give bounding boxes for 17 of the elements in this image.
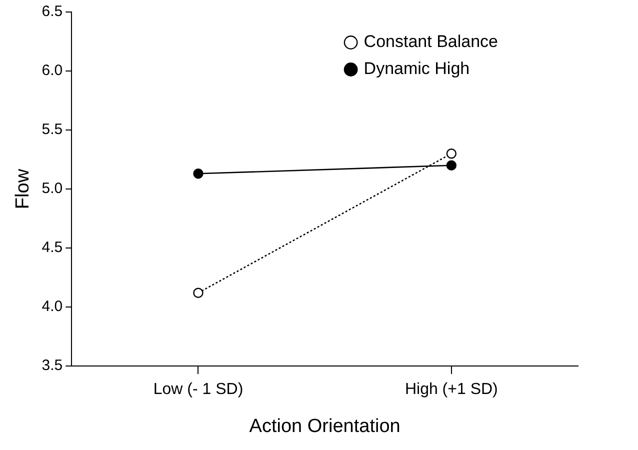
y-tick-label: 6.5 — [42, 3, 63, 20]
y-tick-label: 3.5 — [42, 357, 63, 374]
point — [193, 288, 204, 298]
y-tick-label: 4.5 — [42, 239, 63, 256]
point — [446, 160, 457, 170]
x-axis-title: Action Orientation — [249, 416, 400, 437]
y-tick-label: 6.0 — [42, 62, 63, 80]
legend-label: Dynamic High — [364, 59, 470, 78]
x-tick-label: Low (- 1 SD) — [153, 381, 244, 398]
y-tick-label: 4.0 — [42, 298, 63, 316]
point — [446, 148, 457, 159]
y-axis-title: Flow — [12, 168, 34, 210]
y-tick-label: 5.5 — [42, 121, 63, 138]
x-tick-label: High (+1 SD) — [404, 381, 498, 398]
y-tick-label: 5.0 — [42, 180, 63, 198]
legend-label: Constant Balance — [364, 32, 498, 52]
point — [193, 168, 204, 179]
